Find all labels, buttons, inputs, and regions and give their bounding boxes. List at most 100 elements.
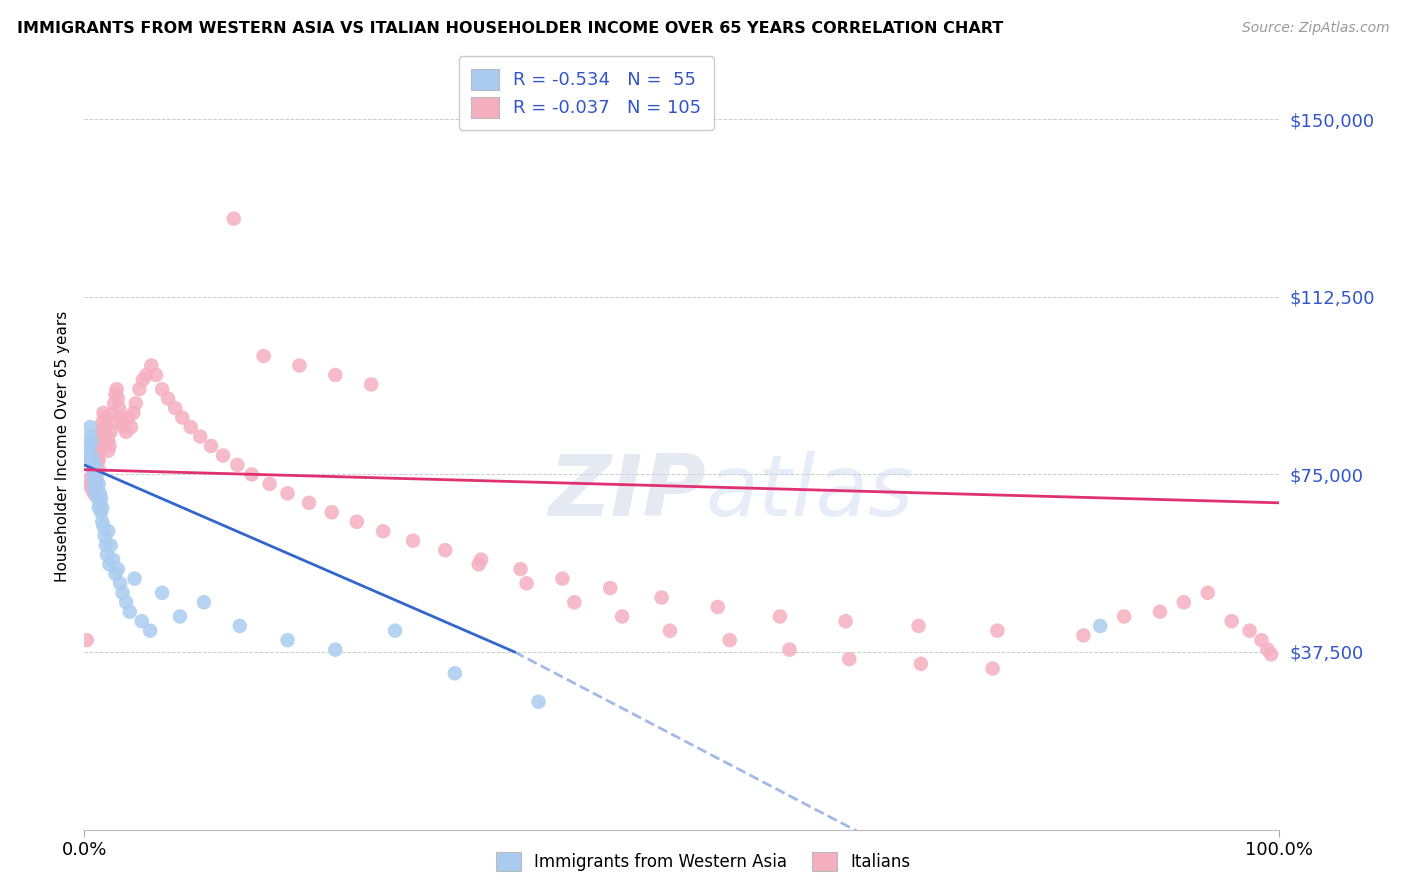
- Point: [86, 486, 108, 500]
- Point: [86, 482, 108, 496]
- Point: [229, 619, 252, 633]
- Point: [981, 662, 1004, 676]
- Point: [212, 449, 235, 463]
- Point: [1257, 642, 1279, 657]
- Y-axis label: Householder Income Over 65 years: Householder Income Over 65 years: [55, 310, 70, 582]
- Point: [101, 415, 124, 429]
- Point: [128, 382, 150, 396]
- Point: [90, 434, 112, 449]
- Point: [79, 420, 101, 434]
- Point: [141, 359, 163, 373]
- Point: [93, 529, 115, 543]
- Point: [527, 695, 550, 709]
- Point: [325, 642, 347, 657]
- Point: [118, 605, 141, 619]
- Point: [86, 453, 108, 467]
- Point: [83, 482, 105, 496]
- Point: [384, 624, 406, 638]
- Point: [94, 420, 117, 434]
- Point: [89, 486, 111, 500]
- Point: [87, 453, 110, 467]
- Point: [1250, 633, 1272, 648]
- Point: [86, 467, 108, 482]
- Point: [100, 538, 122, 552]
- Point: [91, 425, 114, 439]
- Point: [551, 572, 574, 586]
- Point: [93, 420, 115, 434]
- Point: [80, 449, 103, 463]
- Point: [83, 486, 105, 500]
- Point: [82, 463, 104, 477]
- Point: [444, 666, 467, 681]
- Point: [87, 500, 110, 515]
- Point: [651, 591, 673, 605]
- Point: [97, 443, 120, 458]
- Point: [86, 463, 108, 477]
- Point: [612, 609, 634, 624]
- Point: [80, 482, 103, 496]
- Point: [180, 420, 202, 434]
- Text: ZIP: ZIP: [548, 450, 706, 533]
- Point: [200, 439, 222, 453]
- Point: [226, 458, 249, 472]
- Point: [100, 425, 122, 439]
- Point: [108, 401, 131, 416]
- Point: [288, 359, 311, 373]
- Point: [110, 576, 132, 591]
- Point: [172, 410, 194, 425]
- Point: [83, 472, 105, 486]
- Point: [83, 472, 105, 486]
- Point: [82, 467, 104, 482]
- Point: [468, 558, 491, 572]
- Point: [135, 368, 157, 382]
- Point: [98, 439, 121, 453]
- Point: [94, 538, 117, 552]
- Point: [125, 396, 148, 410]
- Point: [86, 443, 108, 458]
- Point: [910, 657, 932, 671]
- Point: [120, 420, 142, 434]
- Point: [277, 486, 299, 500]
- Point: [86, 472, 108, 486]
- Point: [1149, 605, 1171, 619]
- Point: [98, 558, 121, 572]
- Point: [87, 476, 110, 491]
- Point: [115, 425, 138, 439]
- Point: [107, 392, 129, 406]
- Point: [110, 410, 132, 425]
- Point: [1090, 619, 1112, 633]
- Point: [145, 368, 167, 382]
- Point: [434, 543, 457, 558]
- Point: [360, 377, 382, 392]
- Point: [509, 562, 531, 576]
- Point: [907, 619, 929, 633]
- Text: IMMIGRANTS FROM WESTERN ASIA VS ITALIAN HOUSEHOLDER INCOME OVER 65 YEARS CORRELA: IMMIGRANTS FROM WESTERN ASIA VS ITALIAN …: [17, 21, 1002, 36]
- Point: [87, 463, 110, 477]
- Point: [516, 576, 538, 591]
- Point: [298, 496, 321, 510]
- Point: [779, 642, 801, 657]
- Point: [90, 491, 112, 505]
- Point: [599, 581, 621, 595]
- Point: [90, 425, 112, 439]
- Point: [90, 505, 112, 519]
- Point: [139, 624, 162, 638]
- Point: [240, 467, 263, 482]
- Point: [91, 415, 114, 429]
- Point: [86, 472, 108, 486]
- Point: [115, 595, 138, 609]
- Point: [96, 429, 118, 443]
- Point: [131, 614, 153, 628]
- Point: [1220, 614, 1243, 628]
- Point: [1260, 648, 1282, 662]
- Point: [84, 476, 107, 491]
- Point: [325, 368, 347, 382]
- Point: [188, 429, 211, 443]
- Point: [659, 624, 682, 638]
- Point: [89, 496, 111, 510]
- Point: [84, 476, 107, 491]
- Point: [93, 519, 115, 533]
- Point: [105, 382, 128, 396]
- Point: [86, 491, 108, 505]
- Point: [82, 453, 104, 467]
